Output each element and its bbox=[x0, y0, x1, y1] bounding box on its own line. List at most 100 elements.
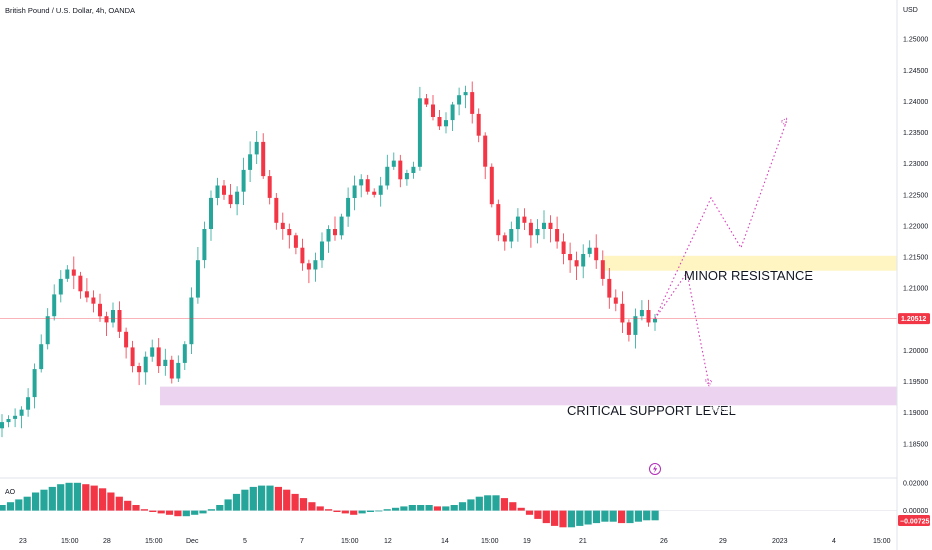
price-badge: 1.20512 bbox=[898, 313, 930, 325]
ao-bar bbox=[576, 510, 584, 526]
y-tick-label: 1.21000 bbox=[903, 286, 928, 293]
ao-bar bbox=[82, 484, 90, 511]
candle-body bbox=[98, 303, 102, 317]
ao-bar bbox=[32, 492, 40, 511]
candle-body bbox=[91, 297, 96, 304]
candle-body bbox=[261, 141, 266, 177]
candle-body bbox=[496, 204, 501, 236]
candle-body bbox=[326, 229, 331, 242]
candle-body bbox=[39, 344, 44, 370]
y-tick-label: 1.20000 bbox=[903, 348, 928, 355]
candle-body bbox=[515, 216, 520, 230]
ao-bar bbox=[375, 510, 383, 512]
chart-title: British Pound / U.S. Dollar, 4h, OANDA bbox=[5, 6, 135, 15]
ao-bar bbox=[207, 509, 215, 511]
ao-bar bbox=[651, 510, 659, 521]
support-zone[interactable] bbox=[160, 386, 897, 406]
candle-body bbox=[483, 135, 488, 167]
ao-bar bbox=[551, 510, 559, 526]
resistance-zone[interactable] bbox=[604, 255, 897, 271]
candle-body bbox=[600, 260, 605, 279]
candle-body bbox=[163, 359, 168, 366]
candle-body bbox=[248, 154, 253, 170]
ao-bar bbox=[350, 510, 358, 515]
candle-body bbox=[182, 344, 187, 363]
candle-body bbox=[620, 303, 625, 323]
candle-body bbox=[548, 222, 553, 229]
candle-body bbox=[150, 347, 155, 357]
resistance-tag: LW bbox=[798, 273, 807, 279]
y-tick-label: 1.19500 bbox=[903, 379, 928, 386]
ao-bar bbox=[559, 510, 567, 528]
x-tick-label: 15:00 bbox=[61, 538, 79, 545]
candle-body bbox=[117, 310, 122, 332]
candle-body bbox=[45, 316, 50, 345]
ao-bar bbox=[333, 510, 341, 512]
svg-text:1.20512: 1.20512 bbox=[901, 316, 926, 323]
ao-bar bbox=[492, 495, 500, 511]
candle-body bbox=[124, 331, 129, 348]
ao-bar bbox=[266, 485, 274, 511]
candle-body bbox=[0, 422, 4, 429]
ao-bar bbox=[73, 482, 81, 511]
candle-body bbox=[111, 310, 115, 323]
ao-tick-label: 0.00000 bbox=[903, 508, 928, 515]
ao-bar bbox=[316, 506, 324, 511]
candle-body bbox=[195, 260, 200, 298]
ao-bar bbox=[383, 509, 391, 511]
ao-bar bbox=[567, 510, 575, 528]
candle-body bbox=[333, 229, 337, 236]
ao-bar bbox=[534, 510, 542, 519]
candle-body bbox=[639, 310, 644, 317]
candle-body bbox=[398, 160, 403, 180]
ao-bar bbox=[592, 510, 601, 524]
ao-label: AO bbox=[5, 489, 16, 496]
candle-body bbox=[555, 229, 560, 242]
candle-body bbox=[13, 415, 18, 419]
y-tick-label: 1.23500 bbox=[903, 130, 928, 137]
ao-bar bbox=[165, 510, 174, 515]
ao-bar bbox=[15, 499, 23, 511]
ao-bar bbox=[643, 510, 651, 521]
ao-bar bbox=[584, 510, 592, 525]
candle-body bbox=[561, 241, 566, 254]
lightning-icon[interactable] bbox=[649, 463, 661, 475]
candle-body bbox=[306, 263, 311, 270]
candle-body bbox=[254, 141, 259, 155]
ao-bar bbox=[509, 502, 517, 511]
candle-body bbox=[372, 191, 377, 195]
ao-bar bbox=[366, 510, 375, 512]
ao-bar bbox=[500, 498, 508, 511]
support-tag: D ZONE bbox=[709, 407, 736, 414]
x-tick-label: 19 bbox=[523, 538, 531, 545]
candle-body bbox=[626, 322, 631, 335]
x-tick-label: 5 bbox=[243, 538, 247, 545]
ao-bar bbox=[618, 510, 626, 524]
x-tick-label: 15:00 bbox=[145, 538, 163, 545]
candle-body bbox=[130, 347, 135, 367]
candle-body bbox=[594, 247, 599, 261]
x-tick-label: 14 bbox=[441, 538, 449, 545]
ao-bar bbox=[433, 506, 441, 511]
candle-body bbox=[78, 275, 83, 292]
y-tick-label: 1.25000 bbox=[903, 37, 928, 44]
y-tick-label: 1.24000 bbox=[903, 99, 928, 106]
x-tick-label: 7 bbox=[300, 538, 304, 545]
projection-arrowhead bbox=[780, 117, 788, 127]
x-tick-label: Dec bbox=[186, 538, 199, 545]
ao-bar bbox=[308, 502, 316, 511]
ao-bar bbox=[601, 510, 609, 522]
candle-body bbox=[339, 216, 344, 236]
ao-bar bbox=[484, 495, 492, 511]
candle-body bbox=[489, 166, 494, 205]
candle-body bbox=[470, 92, 475, 114]
candle-body bbox=[228, 194, 233, 205]
ao-bar bbox=[132, 505, 140, 511]
candle-body bbox=[646, 310, 651, 323]
bearish-projection-path bbox=[654, 271, 710, 385]
ao-bar bbox=[174, 510, 182, 517]
ao-bar bbox=[425, 505, 433, 511]
ao-bar bbox=[408, 505, 416, 511]
bullish-projection-path bbox=[654, 119, 788, 319]
